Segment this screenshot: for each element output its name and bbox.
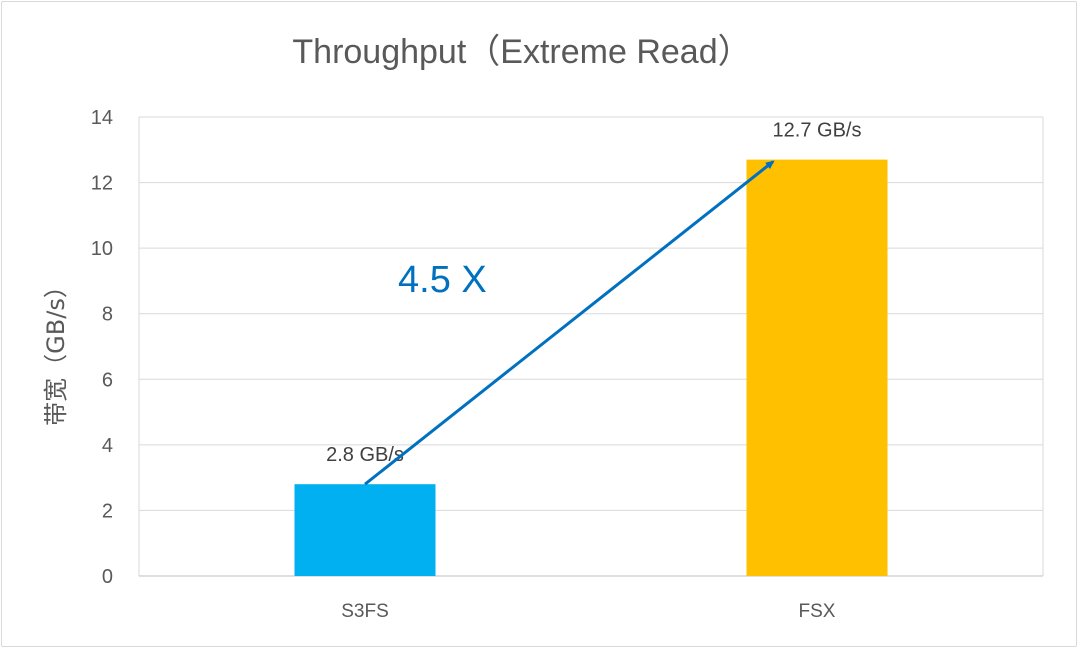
y-tick-label: 2 [102,500,113,522]
annotations: 4.5 X [364,160,775,486]
bar-fsx [746,159,888,576]
bar-s3fs [294,484,436,576]
data-labels: 2.8 GB/s 12.7 GB/s [326,120,861,467]
y-tick-label: 10 [91,238,113,260]
chart-title: Throughput（Extreme Read） [292,33,751,71]
data-label: 2.8 GB/s [326,444,404,466]
x-tick-label: FSX [799,601,836,622]
data-label: 12.7 GB/s [773,120,862,142]
y-tick-label: 6 [102,369,113,391]
axes: 0 2 4 6 8 10 12 14 S3FS FSX [91,107,1044,622]
y-axis-label: 带宽（GB/s） [42,274,70,426]
x-tick-label: S3FS [341,601,389,622]
y-tick-label: 0 [102,566,113,588]
y-tick-label: 12 [91,173,113,195]
y-tick-label: 4 [102,435,113,457]
growth-annotation: 4.5 X [398,259,487,301]
bars [294,159,888,576]
y-tick-label: 14 [91,107,113,129]
growth-arrow [364,160,775,486]
gridlines [139,116,1043,511]
y-tick-label: 8 [102,304,113,326]
